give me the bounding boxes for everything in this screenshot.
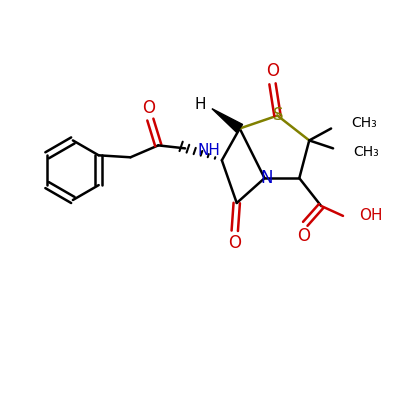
Text: CH₃: CH₃ <box>351 116 377 130</box>
Text: CH₃: CH₃ <box>353 145 379 159</box>
Text: N: N <box>260 169 273 187</box>
Text: O: O <box>228 234 241 252</box>
Text: OH: OH <box>359 208 382 223</box>
Polygon shape <box>212 109 243 132</box>
Text: S: S <box>273 106 284 124</box>
Text: O: O <box>297 227 310 245</box>
Text: O: O <box>142 99 155 117</box>
Text: H: H <box>194 97 206 112</box>
Text: O: O <box>266 62 279 80</box>
Text: NH: NH <box>197 143 220 158</box>
